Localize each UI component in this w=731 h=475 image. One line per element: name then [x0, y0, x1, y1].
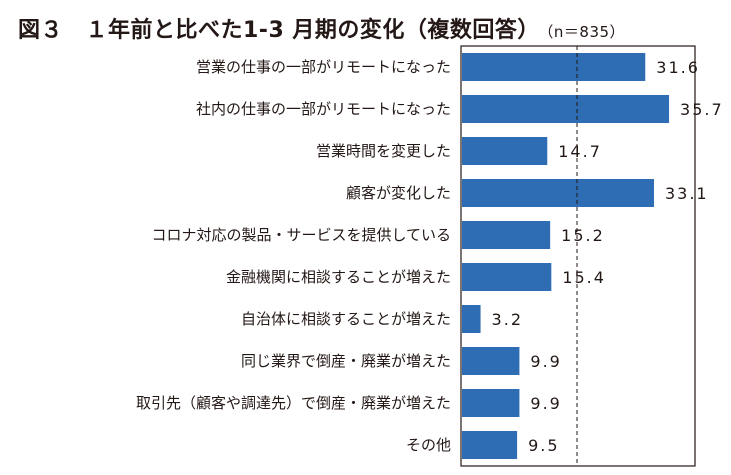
bar	[462, 179, 654, 207]
value-label: 9.5	[528, 436, 559, 455]
bar	[462, 137, 548, 165]
category-label: 営業時間を変更した	[316, 142, 451, 160]
value-label: 31.6	[656, 58, 700, 77]
value-label: 9.9	[530, 394, 561, 413]
category-label: その他	[406, 436, 451, 454]
category-label: 金融機関に相談することが増えた	[226, 268, 451, 286]
category-label: コロナ対応の製品・サービスを提供している	[151, 226, 451, 244]
bar	[462, 347, 520, 375]
bar	[462, 431, 518, 459]
bar	[462, 53, 646, 81]
bar	[462, 95, 670, 123]
category-label: 同じ業界で倒産・廃業が増えた	[241, 352, 451, 370]
plot-frame	[460, 45, 696, 467]
value-label: 9.9	[530, 352, 561, 371]
bar	[462, 221, 551, 249]
value-label: 33.1	[665, 184, 709, 203]
bar	[462, 389, 520, 417]
chart-title: 図３ １年前と比べた1-3 月期の変化（複数回答） （n＝835）	[18, 12, 625, 44]
category-label: 社内の仕事の一部がリモートになった	[196, 100, 451, 118]
value-label: 15.2	[561, 226, 605, 245]
value-label: 15.4	[562, 268, 606, 287]
category-label: 取引先（顧客や調達先）で倒産・廃業が増えた	[136, 394, 451, 412]
value-label: 3.2	[492, 310, 523, 329]
category-label: 営業の仕事の一部がリモートになった	[196, 58, 451, 76]
bar	[462, 305, 481, 333]
value-label: 35.7	[680, 100, 724, 119]
sample-size: （n＝835）	[545, 23, 626, 41]
value-label: 14.7	[558, 142, 602, 161]
bar	[462, 263, 552, 291]
category-label: 自治体に相談することが増えた	[241, 310, 451, 328]
title-text: 図３ １年前と比べた1-3 月期の変化（複数回答）	[18, 18, 540, 43]
category-label: 顧客が変化した	[346, 184, 451, 202]
